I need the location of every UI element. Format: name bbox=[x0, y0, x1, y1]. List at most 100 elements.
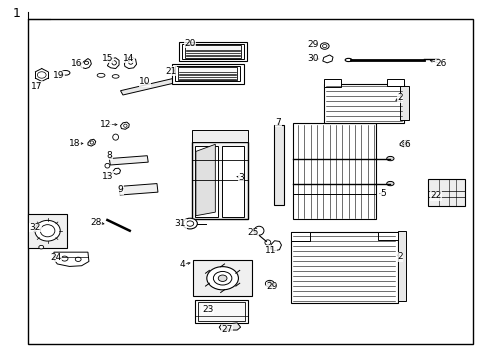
Bar bbox=[185, 45, 240, 58]
Bar bbox=[323, 84, 403, 123]
Ellipse shape bbox=[264, 240, 270, 245]
Text: 25: 25 bbox=[247, 228, 259, 237]
Text: 13: 13 bbox=[102, 172, 113, 181]
Bar bbox=[323, 79, 340, 87]
Bar bbox=[192, 143, 247, 219]
Ellipse shape bbox=[386, 181, 393, 186]
Bar bbox=[192, 130, 247, 143]
Text: 2: 2 bbox=[396, 93, 402, 102]
Text: 14: 14 bbox=[123, 54, 134, 63]
Bar bbox=[198, 302, 244, 321]
Text: 8: 8 bbox=[106, 151, 112, 160]
Text: 21: 21 bbox=[164, 67, 176, 76]
Polygon shape bbox=[80, 59, 91, 68]
Ellipse shape bbox=[267, 282, 271, 285]
Ellipse shape bbox=[112, 61, 116, 65]
Bar bbox=[397, 231, 406, 301]
Bar bbox=[193, 260, 251, 296]
Polygon shape bbox=[322, 55, 332, 63]
Text: 20: 20 bbox=[184, 39, 195, 48]
Text: 1: 1 bbox=[13, 8, 21, 21]
Text: 6: 6 bbox=[404, 140, 409, 149]
Ellipse shape bbox=[61, 256, 68, 261]
Text: 24: 24 bbox=[50, 253, 61, 262]
Polygon shape bbox=[219, 323, 240, 330]
Ellipse shape bbox=[254, 226, 264, 235]
Bar bbox=[427, 179, 464, 206]
Bar bbox=[399, 86, 408, 120]
Polygon shape bbox=[120, 122, 129, 129]
Bar bbox=[171, 64, 243, 84]
Text: 16: 16 bbox=[71, 59, 82, 68]
Ellipse shape bbox=[35, 220, 60, 241]
Text: 9: 9 bbox=[118, 185, 123, 194]
Bar bbox=[222, 146, 244, 217]
Polygon shape bbox=[196, 144, 215, 216]
Ellipse shape bbox=[37, 72, 46, 78]
Ellipse shape bbox=[213, 271, 231, 285]
Polygon shape bbox=[270, 241, 281, 251]
Text: 2: 2 bbox=[396, 252, 402, 261]
Text: 7: 7 bbox=[275, 118, 281, 127]
Ellipse shape bbox=[345, 58, 351, 62]
Ellipse shape bbox=[183, 218, 197, 229]
Text: 17: 17 bbox=[31, 82, 42, 91]
Text: 19: 19 bbox=[53, 71, 64, 80]
Ellipse shape bbox=[84, 61, 88, 64]
Text: 18: 18 bbox=[68, 139, 80, 148]
Ellipse shape bbox=[105, 163, 110, 168]
Polygon shape bbox=[120, 77, 181, 95]
Bar bbox=[179, 42, 246, 62]
Bar bbox=[292, 123, 375, 219]
Bar bbox=[178, 67, 237, 80]
Text: 11: 11 bbox=[264, 246, 276, 255]
Bar bbox=[195, 300, 248, 323]
Bar bbox=[28, 214, 67, 248]
Bar bbox=[273, 125, 284, 205]
Ellipse shape bbox=[218, 275, 226, 282]
Text: 22: 22 bbox=[429, 191, 440, 200]
Polygon shape bbox=[124, 57, 136, 68]
Ellipse shape bbox=[61, 71, 70, 75]
Ellipse shape bbox=[97, 73, 105, 77]
Text: 29: 29 bbox=[307, 40, 319, 49]
Polygon shape bbox=[107, 58, 119, 68]
Ellipse shape bbox=[206, 267, 238, 290]
Text: 30: 30 bbox=[306, 54, 318, 63]
Ellipse shape bbox=[265, 280, 274, 287]
Polygon shape bbox=[88, 139, 96, 146]
Bar bbox=[386, 79, 403, 86]
Ellipse shape bbox=[402, 142, 406, 145]
Text: 5: 5 bbox=[380, 189, 385, 198]
Ellipse shape bbox=[386, 157, 393, 161]
Ellipse shape bbox=[128, 60, 133, 64]
Polygon shape bbox=[399, 140, 408, 147]
Ellipse shape bbox=[112, 75, 119, 78]
Ellipse shape bbox=[123, 124, 127, 127]
Text: 32: 32 bbox=[30, 223, 41, 232]
Polygon shape bbox=[54, 252, 89, 266]
Ellipse shape bbox=[40, 225, 55, 237]
Polygon shape bbox=[119, 184, 158, 195]
Ellipse shape bbox=[39, 246, 43, 249]
Text: 12: 12 bbox=[100, 120, 111, 129]
Bar bbox=[195, 146, 218, 217]
Ellipse shape bbox=[320, 43, 328, 49]
Ellipse shape bbox=[75, 257, 81, 261]
Ellipse shape bbox=[186, 221, 193, 226]
Bar bbox=[290, 232, 309, 241]
Text: 3: 3 bbox=[238, 173, 244, 182]
Text: 23: 23 bbox=[202, 305, 213, 314]
Text: 15: 15 bbox=[102, 54, 113, 63]
Text: 29: 29 bbox=[265, 282, 277, 291]
Bar bbox=[182, 44, 243, 59]
Polygon shape bbox=[109, 156, 148, 165]
Bar bbox=[377, 232, 397, 240]
Text: 31: 31 bbox=[174, 220, 186, 229]
Text: 28: 28 bbox=[90, 218, 102, 227]
Bar bbox=[175, 66, 240, 81]
Text: 27: 27 bbox=[221, 325, 232, 334]
Text: 26: 26 bbox=[435, 59, 446, 68]
Text: 10: 10 bbox=[139, 77, 150, 86]
Bar bbox=[290, 232, 397, 303]
